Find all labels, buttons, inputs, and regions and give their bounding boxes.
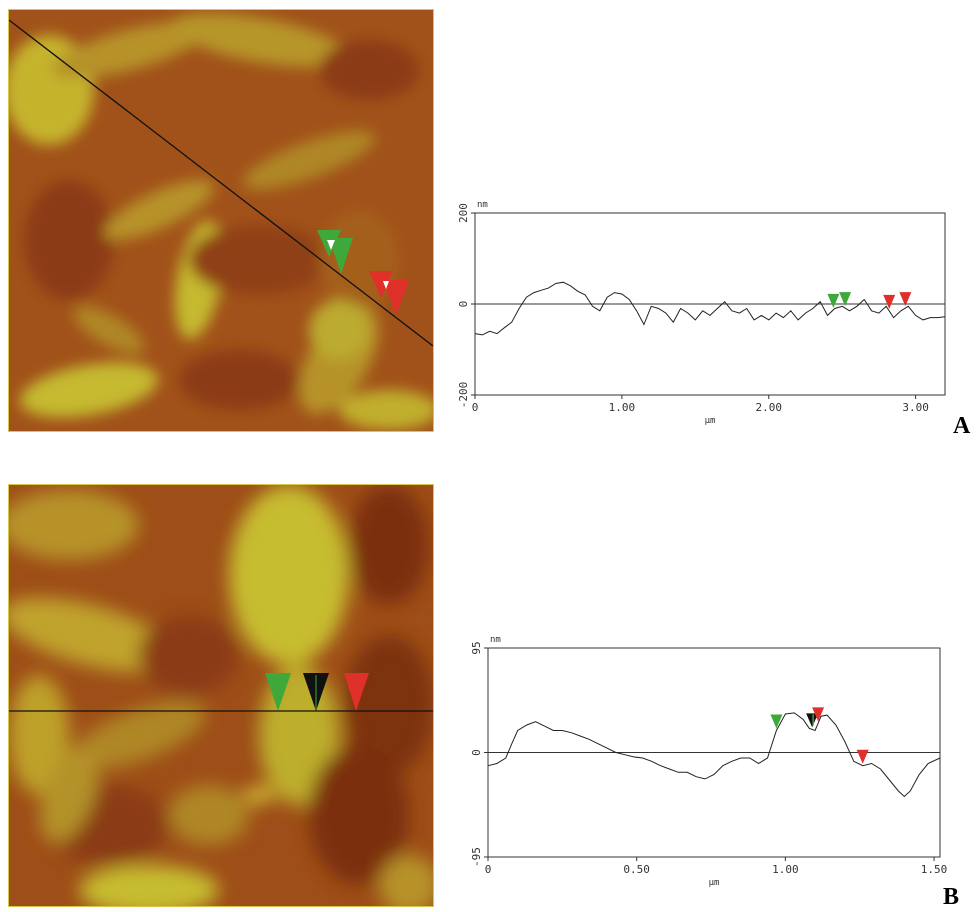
- profile-marker-icon: [827, 293, 840, 308]
- y-tick-label: 200: [457, 203, 470, 223]
- profile-plot-b: nm µm 0 0.50 1.00 1.50 95 0 -95: [440, 617, 950, 902]
- x-tick-label: 3.00: [902, 401, 929, 414]
- afm-image-a: [8, 9, 434, 432]
- x-axis-unit-label: µm: [705, 416, 716, 426]
- x-tick-label: 2.00: [756, 401, 783, 414]
- x-tick-label: 1.00: [772, 863, 799, 876]
- y-tick-label: 0: [470, 749, 483, 756]
- y-tick-label: -200: [457, 382, 470, 409]
- marker-green-icon: [329, 238, 353, 274]
- x-tick-label: 1.50: [921, 863, 948, 876]
- panel-label-b: B: [943, 884, 960, 910]
- height-profile-line: [487, 712, 941, 798]
- afm-markers-a: [317, 230, 409, 315]
- y-axis-unit-label: nm: [490, 635, 501, 645]
- profile-marker-icon: [812, 707, 825, 722]
- marker-red-icon: [369, 271, 393, 298]
- y-tick-label: 0: [457, 301, 470, 308]
- profile-marker-icon: [839, 292, 852, 307]
- profile-line-a: [9, 19, 433, 347]
- afm-image-b: [8, 484, 434, 907]
- height-profile-line: [474, 281, 946, 336]
- profile-marker-icon: [883, 294, 896, 309]
- profile-marker-icon: [770, 714, 783, 729]
- marker-red-icon: [383, 280, 409, 315]
- x-tick-label: 1.00: [609, 401, 636, 414]
- panel-label-a: A: [953, 413, 971, 439]
- marker-red-icon: [344, 673, 369, 711]
- profile-marker-icon: [856, 749, 869, 764]
- x-tick-label: 0: [485, 863, 492, 876]
- x-tick-label: 0: [472, 401, 479, 414]
- x-axis-unit-label: µm: [709, 878, 720, 888]
- profile-marker-icon: [806, 713, 819, 728]
- marker-green-icon: [265, 673, 291, 711]
- y-tick-label: 95: [470, 641, 483, 654]
- profile-marker-icon: [899, 292, 912, 307]
- afm-topography-a: [9, 10, 433, 431]
- afm-topography-b: [9, 485, 433, 906]
- y-axis-unit-label: nm: [477, 200, 488, 210]
- y-tick-label: -95: [470, 847, 483, 867]
- profile-plot-a: nm µm 0 1.00 2.00 3.00 200 0 -200: [440, 190, 950, 435]
- afm-markers-b: [265, 673, 369, 711]
- x-tick-label: 0.50: [623, 863, 650, 876]
